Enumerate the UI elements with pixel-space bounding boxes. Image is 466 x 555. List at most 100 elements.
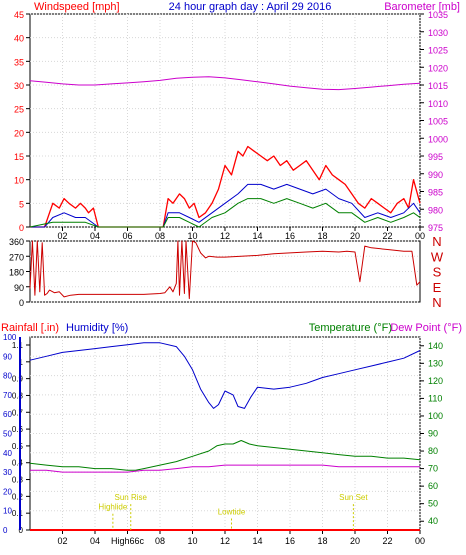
time-tick-label: 02 xyxy=(57,231,67,241)
temperature-tick-label: 140 xyxy=(428,341,443,351)
barometer-tick-label: 985 xyxy=(428,188,443,198)
rainfall-tick-label: 1.1 xyxy=(12,341,24,350)
barometer-axis-ticks: 975 980 985 990 995 1000 1005 1010 1015 1020 1025 1… xyxy=(420,10,448,233)
humidity-line xyxy=(29,342,421,409)
time-tick-label: 08 xyxy=(155,231,165,241)
humidity-tick-label: 40 xyxy=(3,449,12,458)
wind-tick-label: 35 xyxy=(14,57,24,67)
temperature-axis-ticks: 40 50 60 70 80 90 100 110 120 130 140 xyxy=(420,341,443,526)
windspeed-axis-label: Windspeed [mph] xyxy=(34,1,120,13)
barometer-tick-label: 990 xyxy=(428,170,443,180)
time-tick-label: 18 xyxy=(317,231,327,241)
dewpoint-axis-label: Dew Point (°F) xyxy=(390,322,462,334)
wind-tick-label: 40 xyxy=(14,34,24,44)
wind-panel-time-ticks: 02 04 06 08 10 12 14 16 18 20 22 00 xyxy=(57,227,425,241)
temperature-tick-label: 60 xyxy=(428,481,438,491)
windspeed-line xyxy=(30,145,421,228)
barometer-tick-label: 1020 xyxy=(428,63,448,73)
wind-tick-label: 0 xyxy=(19,223,24,233)
barometer-tick-label: 1030 xyxy=(428,28,448,38)
humidity-tick-label: 10 xyxy=(3,507,12,516)
time-tick-label: 22 xyxy=(382,231,392,241)
humidity-temperature-panel: 0 0.1 0.2 0.3 0.4 0.5 0.6 0.7 0.8 0.9 1 1.1 0 10 20 30… xyxy=(1,322,462,546)
time-tick-label: 06 xyxy=(122,231,132,241)
rainfall-tick-label: 0.1 xyxy=(12,509,24,518)
time-tick-label: 20 xyxy=(350,231,360,241)
time-tick-label: 10 xyxy=(187,231,197,241)
humidity-tick-label: 20 xyxy=(3,487,12,496)
temperature-tick-label: 50 xyxy=(428,499,438,509)
rainfall-tick-label: 1 xyxy=(19,358,24,367)
wind-tick-label: 5 xyxy=(19,199,24,209)
direction-axis-ticks: 0 90 180 270 360 xyxy=(9,237,30,308)
rainfall-tick-label: 0 xyxy=(19,526,24,535)
wind-tick-label: 30 xyxy=(14,81,24,91)
direction-tick-label: 0 xyxy=(19,298,24,308)
temperature-tick-label: 90 xyxy=(428,429,438,439)
time-tick-label: 12 xyxy=(220,536,230,546)
barometer-tick-label: 1035 xyxy=(428,10,448,20)
barometer-tick-label: 1000 xyxy=(428,134,448,144)
wind-tick-label: 25 xyxy=(14,105,24,115)
compass-label: S xyxy=(433,265,442,280)
temperature-line xyxy=(29,440,421,471)
humidity-tick-label: 80 xyxy=(3,372,12,381)
annotation-label: Highlide xyxy=(98,503,127,512)
time-tick-label: 16 xyxy=(285,231,295,241)
humidity-tick-label: 90 xyxy=(3,352,12,361)
barometer-tick-label: 980 xyxy=(428,205,443,215)
barometer-axis-label: Barometer [mb] xyxy=(384,1,460,13)
time-tick-label: 16 xyxy=(285,536,295,546)
barometer-tick-label: 1015 xyxy=(428,81,448,91)
time-tick-label: High66c xyxy=(111,536,145,546)
time-tick-label: 00 xyxy=(415,536,425,546)
barometer-tick-label: 1005 xyxy=(428,117,448,127)
temperature-tick-label: 110 xyxy=(428,393,442,403)
dewpoint-line xyxy=(30,464,420,473)
rainfall-tick-label: 0.3 xyxy=(12,476,24,485)
wind-tick-label: 45 xyxy=(14,10,24,20)
time-tick-label: 14 xyxy=(252,536,262,546)
direction-tick-label: 270 xyxy=(9,252,24,262)
compass-label: N xyxy=(432,295,441,310)
temperature-tick-label: 130 xyxy=(428,358,443,368)
humidity-tick-label: 60 xyxy=(3,410,12,419)
annotation-label: Lowtide xyxy=(218,508,246,517)
compass-label: W xyxy=(431,249,444,264)
time-tick-label: 22 xyxy=(382,536,392,546)
humidity-axis-ticks: 0 10 20 30 40 50 60 70 80 90 100 xyxy=(3,333,17,535)
humidity-tick-label: 100 xyxy=(3,333,17,342)
rainfall-tick-label: 0.8 xyxy=(12,391,24,400)
rainfall-tick-label: 0.6 xyxy=(12,425,24,434)
rainfall-tick-label: 0.7 xyxy=(12,408,24,417)
time-tick-label: 04 xyxy=(90,231,100,241)
direction-tick-label: 180 xyxy=(9,268,24,278)
humidity-tick-label: 70 xyxy=(3,391,12,400)
temperature-axis-label: Temperature (°F) xyxy=(309,322,392,334)
time-tick-label: 20 xyxy=(350,536,360,546)
rainfall-tick-label: 0.9 xyxy=(12,375,24,384)
rainfall-axis-ticks: 0 0.1 0.2 0.3 0.4 0.5 0.6 0.7 0.8 0.9 1 1.1 xyxy=(12,341,30,535)
chart-title: 24 hour graph day : April 29 2016 xyxy=(169,1,332,13)
time-tick-label: 18 xyxy=(317,536,327,546)
barometer-line xyxy=(29,76,421,91)
rainfall-tick-label: 0.5 xyxy=(12,442,24,451)
temperature-tick-label: 100 xyxy=(428,411,443,421)
windspeed-axis-ticks: 0 5 10 15 20 25 30 35 40 45 xyxy=(14,10,30,233)
rainfall-axis-label: Rainfall [.in) xyxy=(1,322,59,334)
time-tick-label: 12 xyxy=(220,231,230,241)
barometer-tick-label: 975 xyxy=(428,223,443,233)
wind-panel-series xyxy=(29,76,421,228)
rainfall-tick-label: 0.4 xyxy=(12,459,24,468)
compass-label: N xyxy=(432,234,441,249)
wind-tick-label: 10 xyxy=(14,176,24,186)
temperature-tick-label: 40 xyxy=(428,516,438,526)
barometer-tick-label: 1010 xyxy=(428,99,448,109)
direction-tick-label: 360 xyxy=(9,237,24,247)
direction-panel-grid xyxy=(30,240,420,303)
